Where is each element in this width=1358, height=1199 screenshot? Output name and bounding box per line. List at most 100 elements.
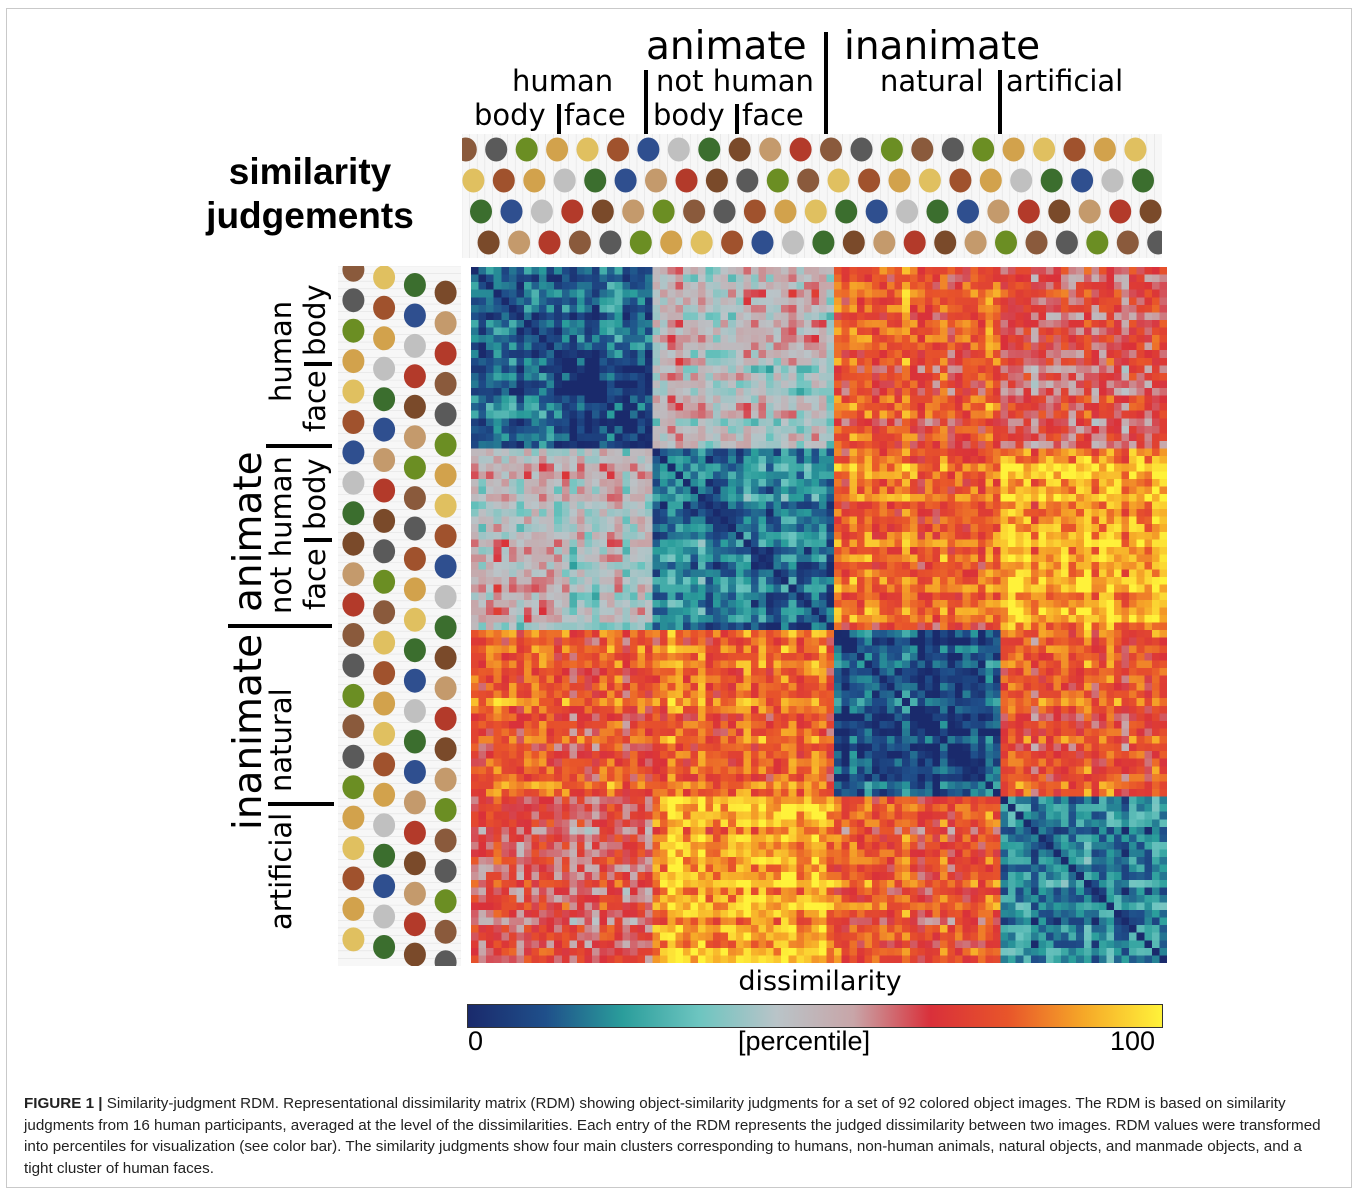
rdm-cell [841,448,850,457]
rdm-cell [970,403,979,412]
rdm-cell [1008,599,1017,609]
rdm-cell [675,478,684,487]
rdm-cell [993,289,1002,298]
rdm-cell [493,539,502,548]
rdm-cell [486,304,495,313]
rdm-cell [1144,592,1153,601]
rdm-cell [819,546,828,556]
rdm-cell [977,395,987,404]
rdm-cell [1038,395,1047,404]
rdm-cell [781,516,790,525]
rdm-cell [796,410,805,419]
rdm-cell [1030,380,1039,389]
rdm-cell [1136,441,1145,450]
rdm-cell [826,509,835,518]
rdm-cell [856,342,865,351]
rdm-cell [841,342,850,351]
rdm-cell [645,267,654,276]
rdm-cell [1061,410,1070,419]
rdm-cell [841,630,850,639]
rdm-cell [728,584,737,593]
object-thumbnail [858,168,881,193]
rdm-cell [523,569,533,578]
rdm-cell [1008,562,1017,571]
rdm-cell [758,297,767,306]
rdm-cell [1076,289,1085,298]
rdm-cell [569,546,578,556]
rdm-cell [1076,410,1085,419]
rdm-cell [539,350,548,359]
rdm-cell [856,327,865,336]
rdm-cell [569,607,578,616]
rdm-cell [788,335,797,344]
rdm-cell [879,463,888,472]
rdm-cell [675,425,684,435]
rdm-cell [955,471,964,480]
rdm-cell [871,274,881,283]
rdm-cell [811,441,820,450]
rdm-cell [781,493,790,503]
rdm-cell [690,403,699,412]
rdm-cell [856,577,865,586]
rdm-cell [909,388,918,397]
rdm-cell [569,410,578,419]
rdm-cell [1076,456,1085,465]
rdm-cell [864,531,873,540]
rdm-cell [909,357,918,366]
rdm-cell [1068,274,1077,283]
rdm-cell [652,319,661,329]
rdm-cell [1083,365,1092,374]
rdm-cell [675,380,684,389]
rdm-cell [1114,539,1123,548]
rdm-cell [1144,501,1153,510]
rdm-cell [629,524,639,533]
rdm-cell [1121,282,1130,291]
rdm-cell [728,282,737,291]
rdm-cell [849,304,858,313]
rdm-cell [1008,592,1017,601]
rdm-cell [705,304,714,313]
rdm-cell [539,380,548,389]
rdm-cell [879,562,888,571]
rdm-cell [493,622,502,631]
rdm-cell [750,562,760,571]
rdm-cell [1076,493,1085,503]
rdm-cell [592,493,601,503]
rdm-cell [493,584,502,593]
rdm-cell [993,350,1002,359]
rdm-cell [826,425,835,435]
rdm-cell [932,297,941,306]
rdm-cell [985,584,994,593]
rdm-cell [614,493,623,503]
rdm-cell [909,342,918,351]
object-thumbnail [599,230,622,255]
rdm-cell [819,312,828,321]
object-thumbnail [403,729,426,754]
rdm-cell [660,622,669,631]
rdm-cell [1151,267,1161,276]
rdm-cell [993,486,1002,495]
rdm-cell [834,584,843,593]
rdm-cell [1151,312,1161,321]
rdm-cell [584,342,593,351]
rdm-cell [576,448,586,457]
rdm-cell [637,312,646,321]
rdm-cell [1144,365,1153,374]
rdm-cell [1151,357,1161,366]
rdm-cell [539,562,548,571]
rdm-cell [803,630,813,639]
rdm-cell [523,539,533,548]
rdm-cell [932,388,941,397]
rdm-cell [1015,327,1024,336]
rdm-cell [690,380,699,389]
rdm-cell [985,425,994,435]
rdm-cell [1008,486,1017,495]
rdm-cell [1121,463,1130,472]
rdm-cell [773,607,782,616]
rdm-cell [471,478,480,487]
rdm-cell [1030,524,1039,533]
rdm-cell [803,418,813,427]
rdm-cell [849,372,858,382]
rdm-cell [788,615,797,624]
rdm-cell [773,486,782,495]
